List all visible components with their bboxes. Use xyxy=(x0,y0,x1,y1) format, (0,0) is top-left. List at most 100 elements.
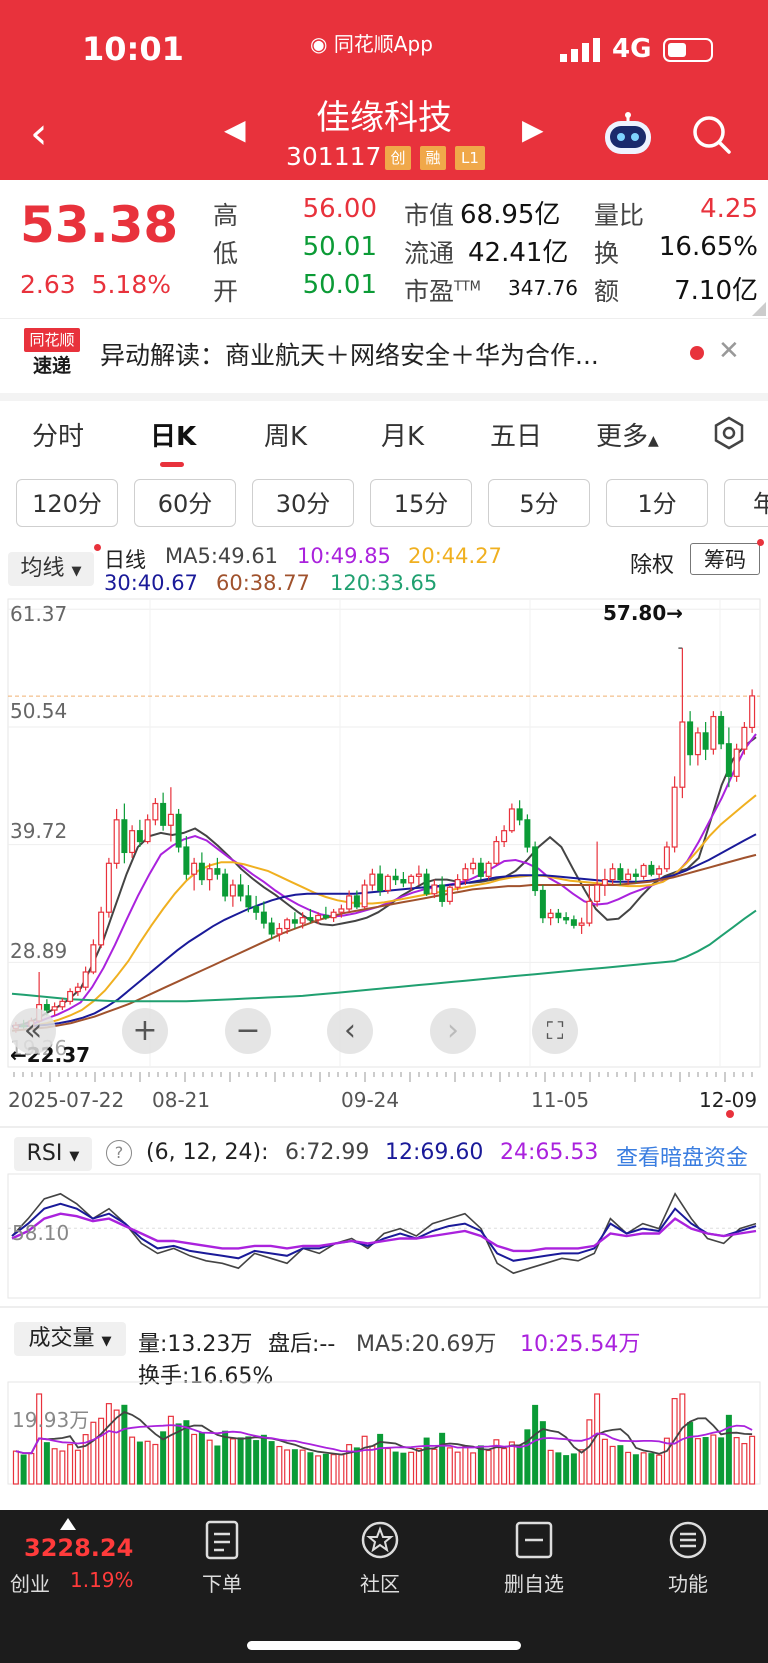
robot-assistant-icon[interactable] xyxy=(603,112,653,156)
volume-frame xyxy=(7,1381,761,1485)
help-icon[interactable]: ? xyxy=(106,1140,132,1166)
rsi-6: 6:72.99 xyxy=(285,1140,370,1165)
period-5m[interactable]: 5分 xyxy=(488,479,590,527)
volume-bar xyxy=(477,1445,484,1485)
volume-bar xyxy=(113,1409,120,1485)
tag-chuang: 创 xyxy=(385,146,411,170)
menu-icon[interactable] xyxy=(638,1520,738,1564)
candle-body xyxy=(640,864,647,877)
candle-body xyxy=(710,715,717,750)
kline-ma-lines xyxy=(11,647,757,1032)
y-tick-3: 39.72 xyxy=(10,819,68,843)
chip-distribution-button[interactable]: 筹码 xyxy=(690,543,760,575)
candle-body xyxy=(485,862,492,877)
period-1m[interactable]: 1分 xyxy=(606,479,708,527)
chevron-down-icon: ▼ xyxy=(69,1149,80,1164)
news-logo-bottom: 速递 xyxy=(32,355,71,377)
candle-body xyxy=(547,912,554,919)
candle-body xyxy=(214,868,221,875)
tab-daily-k[interactable]: 日K xyxy=(150,422,197,452)
chouma-dot xyxy=(757,539,764,546)
tab-five-day[interactable]: 五日 xyxy=(490,422,543,452)
volume-bar xyxy=(702,1437,709,1485)
volume-bar xyxy=(485,1449,492,1485)
period-120m[interactable]: 120分 xyxy=(16,479,118,527)
index-value[interactable]: 3228.24 xyxy=(24,1534,134,1562)
candle-body xyxy=(400,879,407,884)
volume-bar xyxy=(501,1447,508,1485)
candle-body xyxy=(82,971,89,988)
volume-bar xyxy=(167,1415,174,1485)
tab-monthly-k[interactable]: 月K xyxy=(381,422,425,452)
ma-line-ma120 xyxy=(11,909,757,1003)
rsi-frame xyxy=(7,1173,761,1299)
community-icon[interactable] xyxy=(330,1520,430,1564)
nav-community-label[interactable]: 社区 xyxy=(360,1572,400,1596)
nav-remove-watchlist-label[interactable]: 删自选 xyxy=(504,1572,564,1596)
nav-order-label[interactable]: 下单 xyxy=(202,1572,242,1596)
status-time: 10:01 xyxy=(82,30,184,68)
candle-body xyxy=(90,944,97,973)
back-button[interactable]: ‹ xyxy=(30,108,48,159)
volume-selector-dropdown[interactable]: 成交量 ▼ xyxy=(14,1322,126,1356)
volume-bar xyxy=(749,1435,756,1485)
app-badge[interactable]: ◉ 同花顺App xyxy=(310,28,433,57)
volume-bar xyxy=(462,1445,469,1485)
nav-function-label[interactable]: 功能 xyxy=(668,1572,708,1596)
home-indicator[interactable] xyxy=(247,1641,521,1650)
volume-chart[interactable] xyxy=(0,1380,768,1486)
tab-weekly-k[interactable]: 周K xyxy=(264,422,308,452)
mktcap-value: 68.95亿 xyxy=(460,200,561,230)
close-icon[interactable]: ✕ xyxy=(718,336,740,366)
period-60m[interactable]: 60分 xyxy=(134,479,236,527)
tab-more[interactable]: 更多▲ xyxy=(596,416,659,453)
period-30m[interactable]: 30分 xyxy=(252,479,354,527)
rsi-chart[interactable] xyxy=(0,1172,768,1302)
prev-stock-button[interactable]: ◀ xyxy=(224,113,246,146)
candle-body xyxy=(198,862,205,881)
candle-body xyxy=(43,1004,50,1011)
legend-ma5: MA5:49.61 xyxy=(165,544,279,568)
volume-turnover: 换手:16.65% xyxy=(138,1364,274,1389)
candle-body xyxy=(253,906,260,913)
rsi-axis-label: 58.10 xyxy=(12,1221,70,1245)
order-icon[interactable] xyxy=(172,1520,272,1564)
candle-body xyxy=(191,862,198,875)
kline-chart[interactable] xyxy=(0,597,768,1077)
news-headline[interactable]: 异动解读：商业航天＋网络安全＋华为合作... xyxy=(100,341,599,370)
ma-selector-label: 均线 xyxy=(20,556,65,581)
settings-hex-icon[interactable] xyxy=(712,416,746,450)
ma-selector-dropdown[interactable]: 均线 ▼ xyxy=(8,552,94,586)
candle-body xyxy=(679,721,686,788)
volume-bar xyxy=(206,1439,213,1485)
next-stock-button[interactable]: ▶ xyxy=(522,113,544,146)
volume-bar xyxy=(338,1454,345,1485)
rsi-selector-dropdown[interactable]: RSI ▼ xyxy=(14,1137,92,1171)
chevron-down-icon: ▼ xyxy=(101,1334,112,1349)
divider xyxy=(0,1306,768,1308)
fullscreen-icon[interactable]: ⛶ xyxy=(532,1008,578,1054)
volume-bar xyxy=(400,1452,407,1485)
period-year[interactable]: 年 xyxy=(724,479,768,527)
volume-bar xyxy=(694,1438,701,1485)
price-change: 2.63 5.18% xyxy=(20,270,171,299)
period-15m[interactable]: 15分 xyxy=(370,479,472,527)
candle-body xyxy=(625,873,632,881)
tab-fenshi[interactable]: 分时 xyxy=(32,422,85,452)
expand-corner-icon[interactable] xyxy=(752,302,766,316)
next-page-button[interactable]: › xyxy=(430,1008,476,1054)
zoom-out-button[interactable]: − xyxy=(225,1008,271,1054)
x-label-3: 09-24 xyxy=(341,1088,400,1112)
zoom-in-button[interactable]: + xyxy=(122,1008,168,1054)
adjust-rights-toggle[interactable]: 除权 xyxy=(630,553,675,578)
candle-body xyxy=(98,911,105,946)
remove-watchlist-icon[interactable] xyxy=(484,1520,584,1564)
prev-page-button[interactable]: ‹ xyxy=(327,1008,373,1054)
search-icon[interactable] xyxy=(692,115,732,155)
legend-ma20: 20:44.27 xyxy=(408,544,502,568)
tag-rong: 融 xyxy=(420,146,446,170)
scroll-left-fast-icon[interactable]: « xyxy=(10,1008,56,1054)
legend-ma30: 30:40.67 xyxy=(104,571,198,595)
tag-l1: L1 xyxy=(455,146,485,170)
dark-pool-link[interactable]: 查看暗盘资金 xyxy=(616,1146,749,1171)
